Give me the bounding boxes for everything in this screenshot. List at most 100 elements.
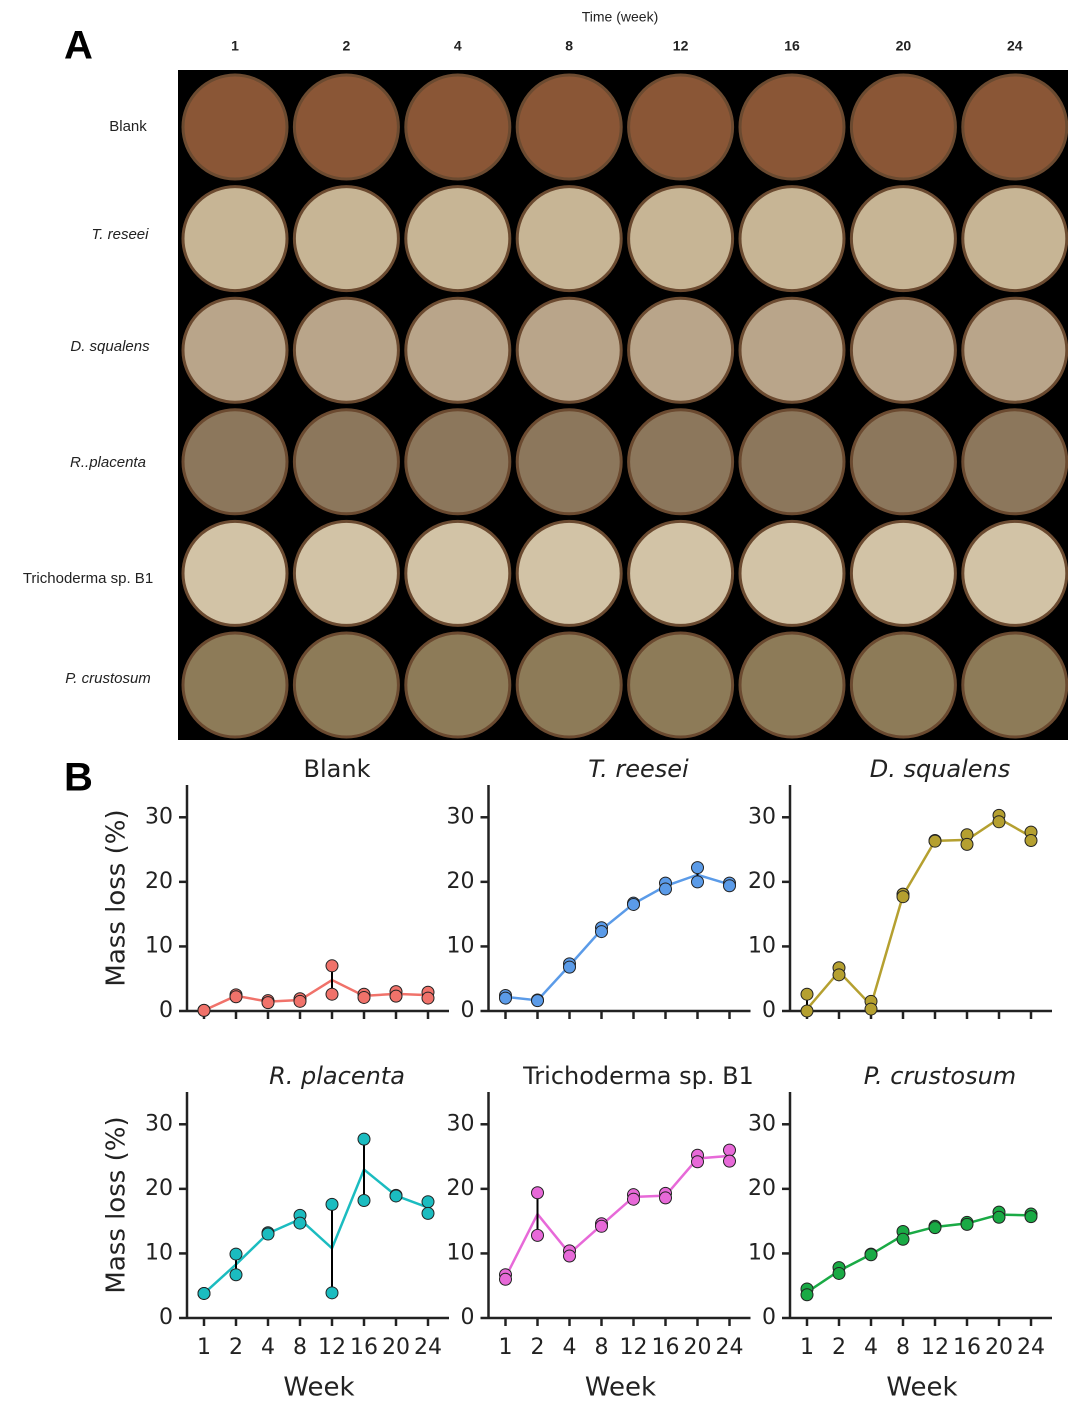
y-tick-label: 30 [145,1111,173,1136]
column-label: 20 [896,38,912,54]
replicate-point [692,876,704,888]
mean-line [506,1156,730,1277]
replicate-point [801,1289,813,1301]
replicate-point [660,1192,672,1204]
dish-photo [740,521,844,625]
replicate-point [660,883,672,895]
row-label: Trichoderma sp. B1 [23,570,153,587]
dish-photo [517,410,621,514]
y-tick-label: 0 [461,1305,475,1330]
replicate-point [961,838,973,850]
replicate-point [500,1273,512,1285]
dish-photo [183,298,287,402]
dish-photo [740,187,844,291]
y-tick-label: 30 [748,804,776,829]
replicate-point [897,1233,909,1245]
dish-photo [183,410,287,514]
dish-photo [851,298,955,402]
replicate-point [801,1005,813,1017]
column-label: 1 [231,38,239,54]
y-tick-label: 10 [145,1240,173,1265]
replicate-point [358,1133,370,1145]
chart-title: T. reesei [588,755,689,783]
y-tick-label: 0 [159,998,173,1023]
chart-title: Trichoderma sp. B1 [522,1062,754,1090]
y-tick-label: 20 [145,869,173,894]
figure: A Time (week) Blank T. reseei D. squalen… [0,0,1068,1403]
dish-photo [294,75,398,179]
replicate-point [833,969,845,981]
x-tick-label: 8 [293,1335,307,1360]
replicate-point [564,961,576,973]
replicate-point [326,988,338,1000]
replicate-point [230,991,242,1003]
y-tick-label: 20 [145,1176,173,1201]
x-tick-label: 1 [197,1335,211,1360]
replicate-point [993,1211,1005,1223]
replicate-point [422,992,434,1004]
replicate-point [358,991,370,1003]
replicate-point [596,1220,608,1232]
x-tick-label: 16 [652,1335,680,1360]
replicate-point [564,1250,576,1262]
panel-label: B [64,756,93,800]
dish-photo [517,75,621,179]
replicate-point [230,1248,242,1260]
y-tick-label: 20 [748,869,776,894]
dish-photo [963,187,1067,291]
replicate-point [262,997,274,1009]
replicate-point [326,1198,338,1210]
replicate-point [929,1222,941,1234]
chart-title: D. squalens [870,755,1011,783]
chart-title: Blank [304,755,371,783]
dish-photo [963,75,1067,179]
dish-photo [294,410,398,514]
dish-photo [963,410,1067,514]
mean-line [506,875,730,1001]
x-tick-label: 24 [414,1335,442,1360]
dish-photo [740,75,844,179]
dish-photo [294,298,398,402]
chart-title: R. placenta [269,1062,405,1090]
replicate-point [358,1194,370,1206]
replicate-point [724,1144,736,1156]
dish-photo [517,298,621,402]
dish-photo [963,521,1067,625]
dish-photo [851,633,955,737]
column-label: 2 [343,38,351,54]
replicate-point [692,862,704,874]
column-label: 4 [454,38,462,54]
dish-photo [629,75,733,179]
y-axis-label: Mass loss (%) [102,1116,132,1293]
y-tick-label: 20 [447,869,475,894]
replicate-point [833,1267,845,1279]
x-axis-label: Week [585,1373,656,1403]
column-label: 12 [673,38,689,54]
replicate-point [422,1196,434,1208]
panel-label: A [64,24,93,68]
replicate-point [596,926,608,938]
dish-photo [851,75,955,179]
y-tick-label: 0 [762,998,776,1023]
replicate-point [262,1228,274,1240]
dish-photo [517,521,621,625]
dish-photo [740,298,844,402]
x-tick-label: 1 [800,1335,814,1360]
mean-line [807,1215,1031,1292]
row-label: P. crustosum [65,670,151,687]
y-tick-label: 10 [748,933,776,958]
row-label: Blank [109,118,147,135]
replicate-point [422,1207,434,1219]
dish-photo [406,521,510,625]
replicate-point [390,990,402,1002]
dish-photo [740,633,844,737]
panel-title: Time (week) [582,9,659,25]
replicate-point [929,835,941,847]
y-tick-label: 30 [447,804,475,829]
replicate-point [532,1229,544,1241]
replicate-point [897,891,909,903]
dish-photo [963,633,1067,737]
x-tick-label: 8 [595,1335,609,1360]
replicate-point [1025,1211,1037,1223]
y-tick-label: 30 [145,804,173,829]
